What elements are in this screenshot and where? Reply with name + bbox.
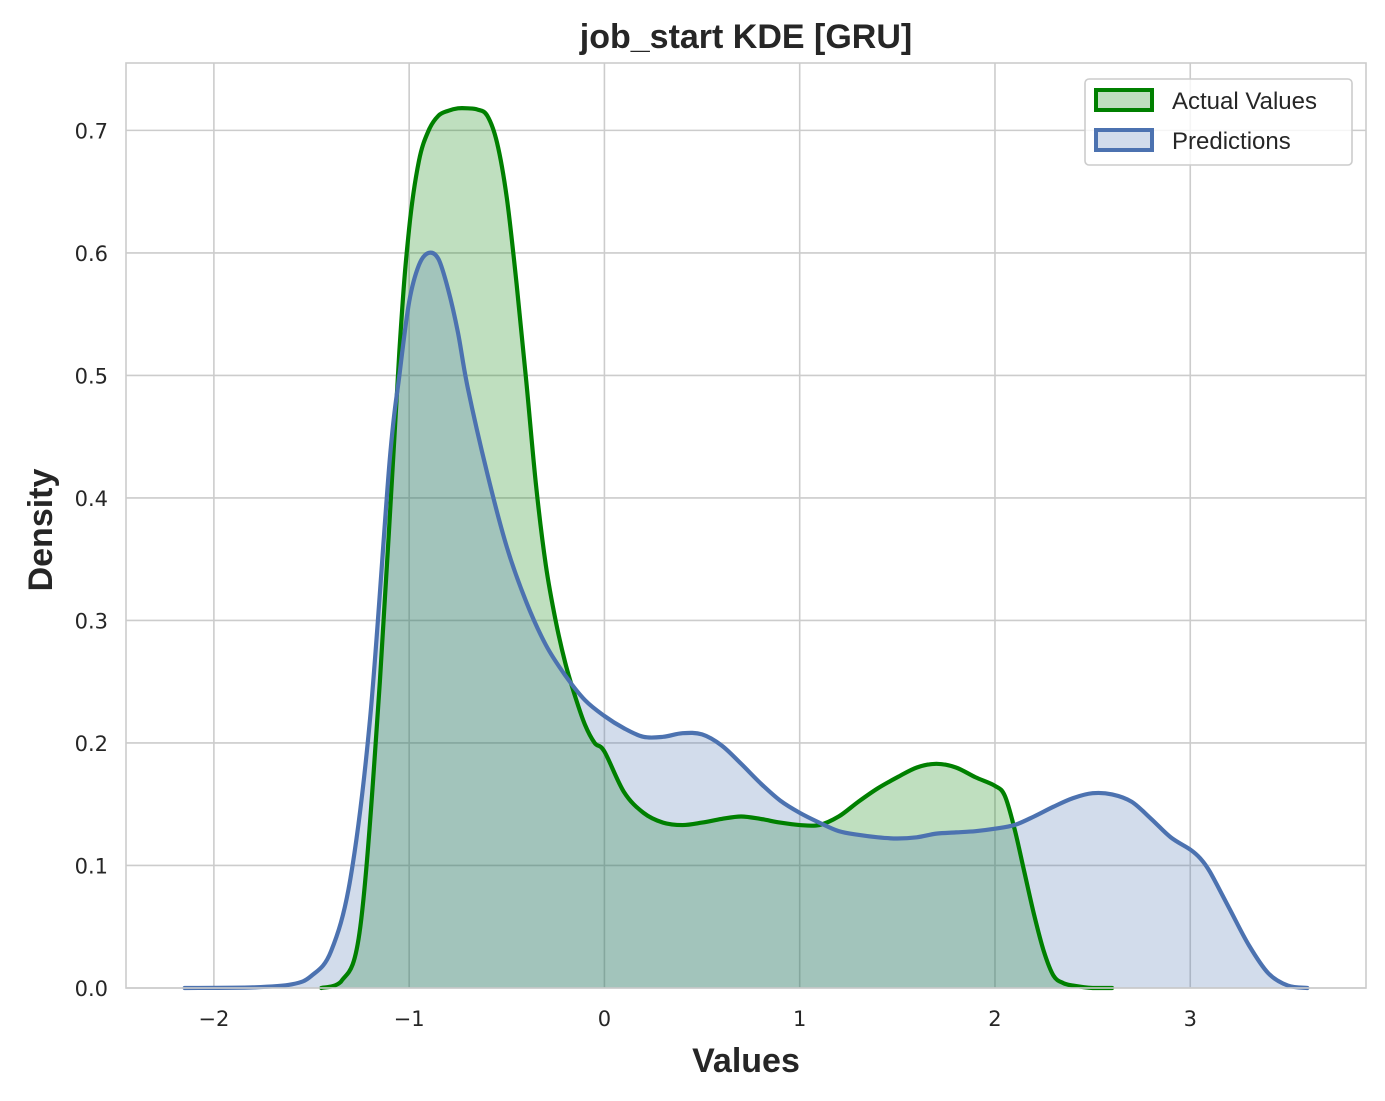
series-layer [182,105,1310,991]
legend-swatch-actual-values [1094,88,1154,112]
area-fill-predictions [184,252,1308,988]
x-tick-label: 2 [988,1007,1001,1031]
x-axis-title: Values [692,1042,800,1080]
y-tick-label: 0.6 [75,242,108,266]
legend-swatch-predictions [1094,128,1154,152]
kde-line-predictions [182,250,1310,991]
x-tick-label: −2 [198,1007,229,1031]
legend: Actual Values Predictions [1084,78,1353,166]
y-tick-label: 0.0 [75,977,108,1001]
x-tick-label: 3 [1184,1007,1197,1031]
y-axis-title: Density [22,469,60,592]
plot-frame [125,62,1367,989]
plot-area [126,63,1366,988]
y-tick-label: 0.5 [75,364,108,388]
chart-title: job_start KDE [GRU] [579,18,912,56]
x-tick-label: −1 [394,1007,425,1031]
kde-line-actual-values [319,105,1115,991]
y-tick-label: 0.7 [75,119,108,143]
y-tick-label: 0.4 [75,487,108,511]
y-tick-label: 0.2 [75,732,108,756]
y-tick-label: 0.1 [75,854,108,878]
x-tick-labels: −2 −1 0 1 2 3 [198,1007,1197,1031]
y-tick-labels: 0.0 0.1 0.2 0.3 0.4 0.5 0.6 0.7 [75,119,108,1001]
x-tick-label: 1 [793,1007,806,1031]
legend-label-actual-values: Actual Values [1172,88,1317,115]
legend-label-predictions: Predictions [1172,128,1291,155]
y-tick-label: 0.3 [75,609,108,633]
x-tick-label: 0 [598,1007,611,1031]
